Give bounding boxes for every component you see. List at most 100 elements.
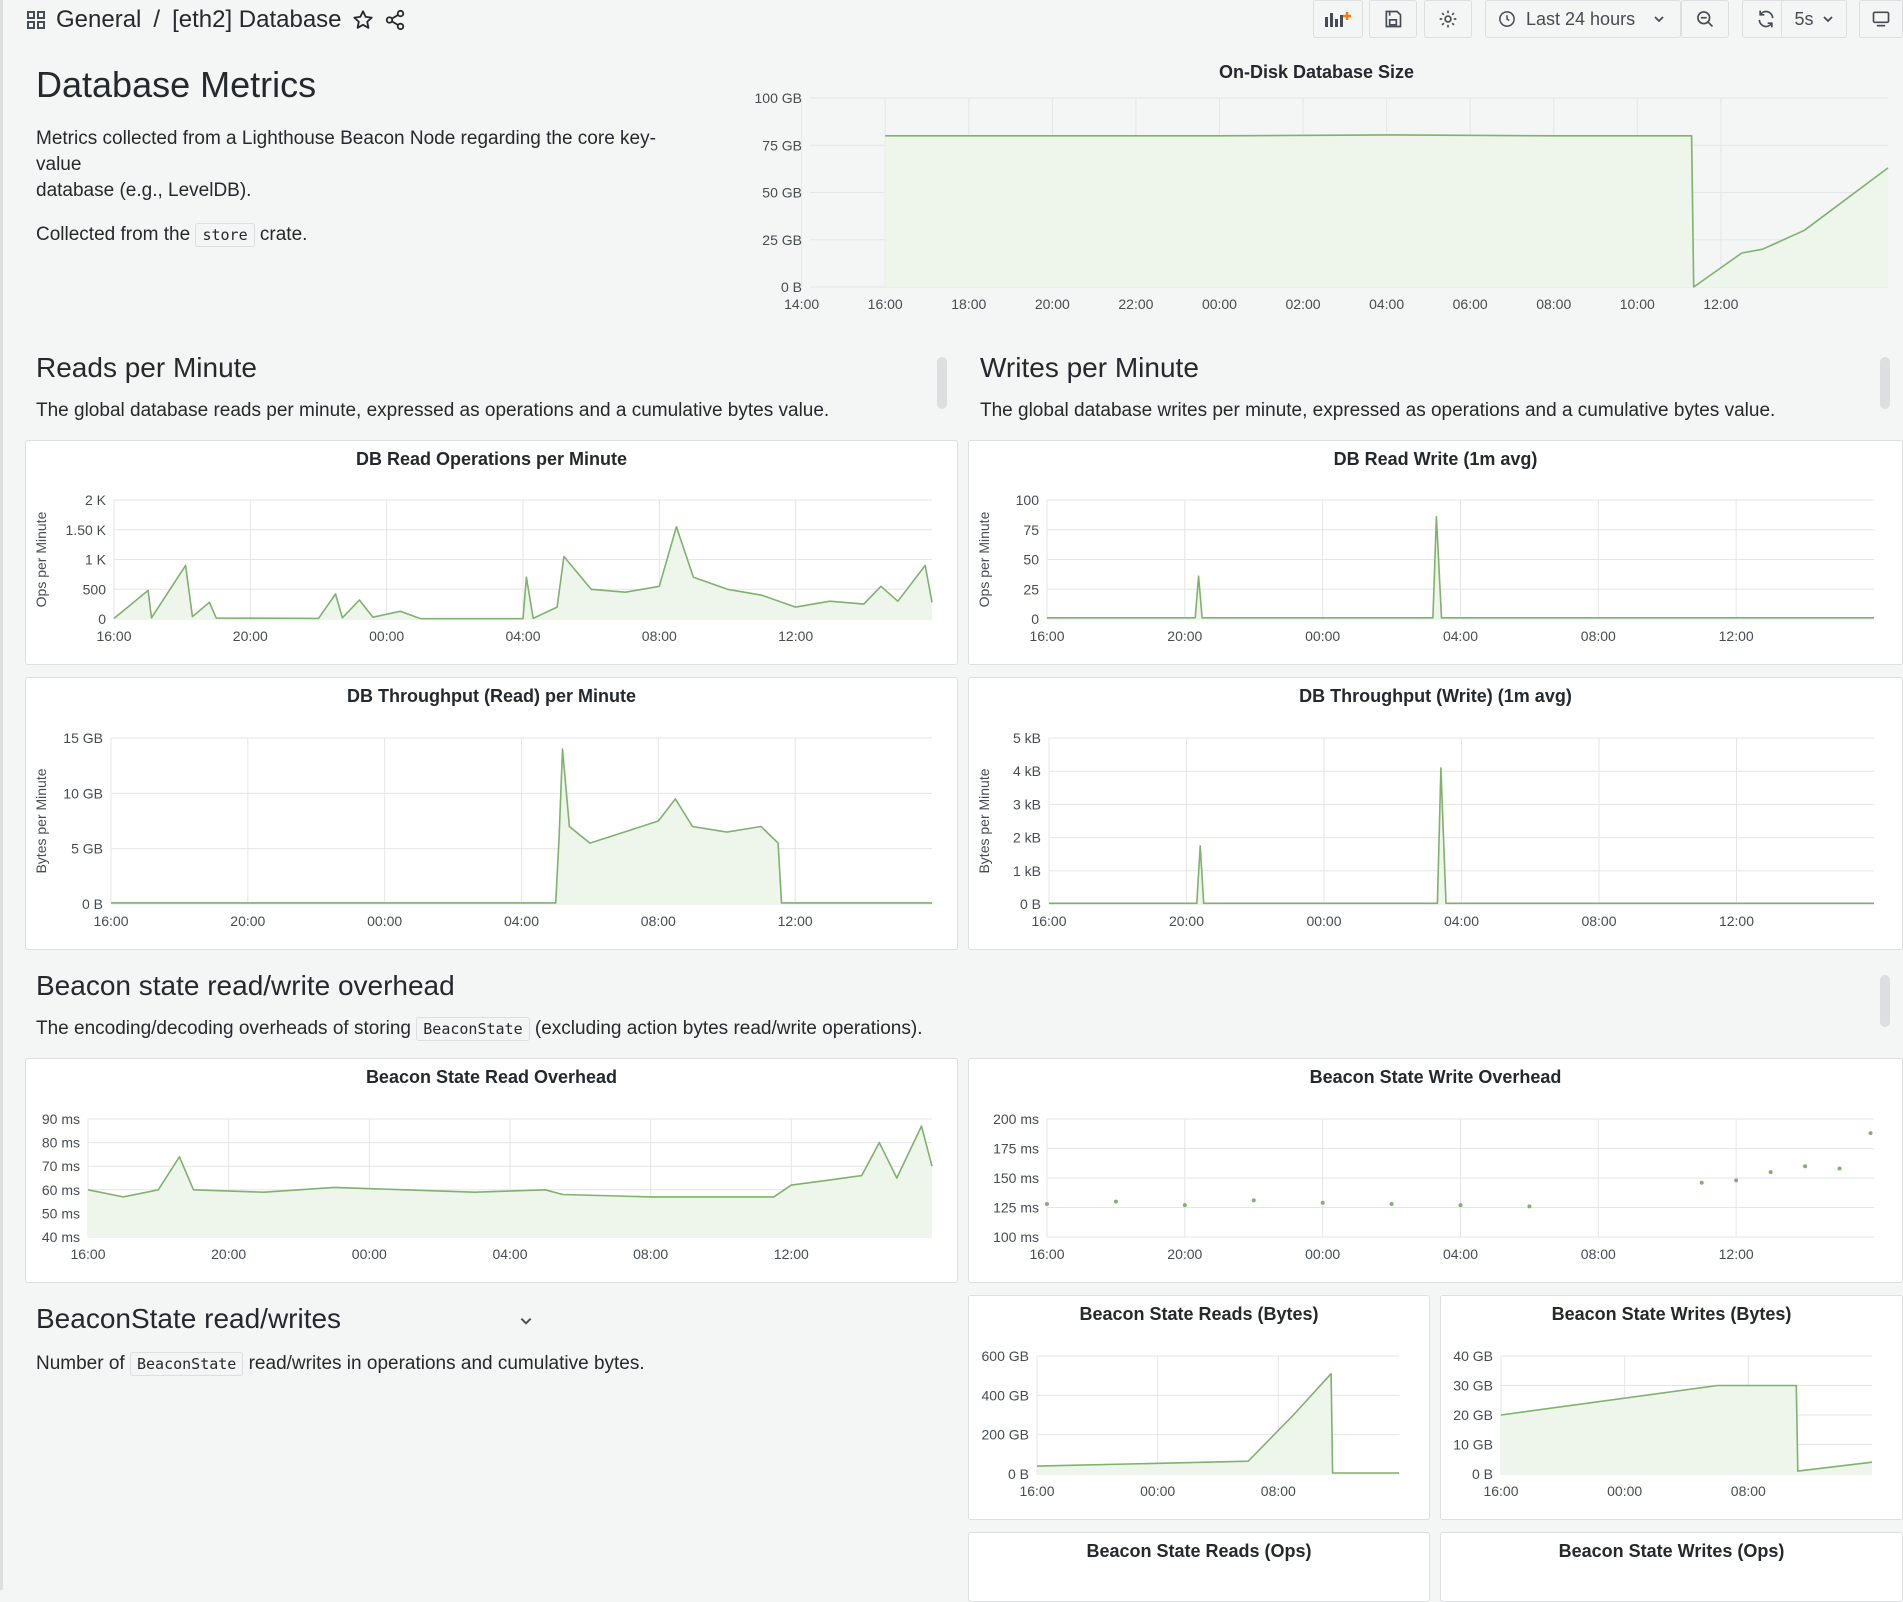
- panel-beacon-state-writes-ops[interactable]: Beacon State Writes (Ops): [1440, 1532, 1903, 1602]
- overhead-desc-post: (excluding action bytes read/write opera…: [534, 1018, 923, 1039]
- chart-svg: 40 GB 30 GB 20 GB 10 GB 0 B 00:00 08:00 16:00: [1453, 1348, 1873, 1499]
- panel-db-throughput-read[interactable]: DB Throughput (Read) per Minute 15 GB 10 …: [25, 677, 958, 950]
- add-panel-button[interactable]: [1313, 0, 1363, 38]
- panel-db-read-operations[interactable]: DB Read Operations per Minute 2 K 1.50 K 1…: [25, 440, 958, 665]
- panel-db-read-write[interactable]: DB Read Write (1m avg) 100 75 50 25 0 20:00 00…: [968, 440, 1903, 665]
- x-tick-label: 04:00: [492, 1246, 527, 1262]
- x-tick-label: 08:00: [1581, 628, 1616, 644]
- panel-on-disk-database-size[interactable]: On-Disk Database Size 100 GB 75 GB 50 GB 25…: [730, 54, 1903, 324]
- chart-svg: 5 kB 4 kB 3 kB 2 kB 1 kB 0 B 20:00 00:00 04:00 08…: [976, 730, 1874, 929]
- y-tick-label: 90 ms: [42, 1111, 80, 1127]
- tv-mode-button[interactable]: [1859, 0, 1903, 38]
- save-dashboard-button[interactable]: [1369, 0, 1417, 38]
- star-icon[interactable]: [352, 9, 374, 31]
- panel-db-throughput-write[interactable]: DB Throughput (Write) (1m avg) 5 kB 4 kB 3…: [968, 677, 1903, 950]
- intro-desc-line2: database (e.g., LevelDB).: [36, 180, 252, 201]
- x-tick-label: 08:00: [641, 913, 676, 929]
- reads-section-desc: The global database reads per minute, ex…: [36, 400, 830, 421]
- series-point: [1389, 1201, 1394, 1206]
- left-border: [0, 0, 3, 1590]
- series-line: [1036, 1372, 1399, 1474]
- clock-icon: [1498, 10, 1516, 28]
- panel-title: Beacon State Write Overhead: [1309, 1067, 1562, 1087]
- y-tick-label: 80 ms: [42, 1135, 80, 1151]
- y-tick-label: 400 GB: [982, 1387, 1029, 1403]
- zoom-out-icon: [1695, 9, 1715, 29]
- panel-beacon-state-write-overhead[interactable]: Beacon State Write Overhead 200 ms 175 ms…: [968, 1058, 1903, 1283]
- panel-beacon-state-writes-bytes[interactable]: Beacon State Writes (Bytes) 40 GB 30 GB 20…: [1440, 1295, 1903, 1520]
- x-tick-label: 14:00: [784, 296, 819, 312]
- x-tick-label: 00:00: [1607, 1483, 1642, 1499]
- overhead-section-desc: The encoding/decoding overheads of stori…: [36, 1016, 1436, 1042]
- y-tick-label: 25 GB: [762, 232, 802, 248]
- x-tick-label: 10:00: [1620, 296, 1655, 312]
- chart-svg: 2 K 1.50 K 1 K 500 0 20:00 00:00 04:00 08:00 12:0…: [33, 492, 933, 644]
- y-tick-label: 500: [83, 581, 107, 597]
- x-tick-label: 16:00: [1019, 1483, 1054, 1499]
- x-tick-label: 04:00: [505, 628, 540, 644]
- settings-button[interactable]: [1424, 0, 1472, 38]
- x-tick-label: 16:00: [96, 628, 131, 644]
- overhead-section-scrollbar[interactable]: [1880, 975, 1890, 1027]
- y-tick-label: 100 ms: [993, 1229, 1039, 1245]
- y-tick-label: 0 B: [781, 279, 802, 295]
- x-tick-label: 08:00: [1536, 296, 1571, 312]
- x-tick-label: 06:00: [1453, 296, 1488, 312]
- reads-section-scrollbar[interactable]: [937, 357, 947, 409]
- beaconstate-code: BeaconState: [129, 1352, 244, 1376]
- x-tick-label: 08:00: [642, 628, 677, 644]
- intro-collected: Collected from the store crate.: [36, 222, 696, 248]
- x-tick-label: 00:00: [1305, 1246, 1340, 1262]
- series-point: [1699, 1180, 1704, 1185]
- y-tick-label: 200 ms: [993, 1111, 1039, 1127]
- series-point: [1251, 1198, 1256, 1203]
- refresh-icon: [1756, 9, 1776, 29]
- x-tick-label: 12:00: [778, 913, 813, 929]
- y-tick-label: 50: [1023, 552, 1039, 568]
- y-axis-label: Ops per Minute: [976, 511, 992, 607]
- chevron-down-icon: [1822, 13, 1834, 25]
- y-tick-label: 0 B: [1472, 1466, 1493, 1482]
- series-line: [111, 748, 932, 904]
- x-tick-label: 04:00: [1443, 1246, 1478, 1262]
- apps-icon[interactable]: [26, 10, 46, 30]
- y-tick-label: 75 GB: [762, 137, 802, 153]
- chart-svg: 200 ms 175 ms 150 ms 125 ms 100 ms 20:00 00:00…: [993, 1111, 1874, 1262]
- writes-section-title: Writes per Minute: [980, 352, 1199, 383]
- intro-panel: Database Metrics Metrics collected from …: [36, 64, 696, 248]
- chevron-down-icon: [1653, 13, 1665, 25]
- x-tick-label: 16:00: [868, 296, 903, 312]
- panel-title: DB Read Write (1m avg): [1333, 449, 1538, 469]
- y-tick-label: 50 GB: [762, 185, 802, 201]
- save-icon: [1383, 9, 1403, 29]
- zoom-out-button[interactable]: [1681, 0, 1729, 38]
- x-tick-label: 20:00: [230, 913, 265, 929]
- x-tick-label: 16:00: [70, 1246, 105, 1262]
- y-tick-label: 75: [1023, 522, 1039, 538]
- panel-title: Beacon State Writes (Bytes): [1551, 1304, 1792, 1324]
- writes-section-desc: The global database writes per minute, e…: [980, 400, 1776, 421]
- series-point: [1458, 1203, 1463, 1208]
- panel-beacon-state-reads-ops[interactable]: Beacon State Reads (Ops): [968, 1532, 1430, 1602]
- refresh-interval-picker[interactable]: 5s: [1781, 0, 1847, 38]
- panel-beacon-state-read-overhead[interactable]: Beacon State Read Overhead 90 ms 80 ms 70 …: [25, 1058, 958, 1283]
- writes-section-scrollbar[interactable]: [1880, 357, 1890, 409]
- x-tick-label: 12:00: [1719, 913, 1754, 929]
- time-range-picker[interactable]: Last 24 hours: [1485, 0, 1681, 38]
- x-tick-label: 12:00: [1719, 628, 1754, 644]
- y-tick-label: 1 K: [85, 552, 107, 568]
- x-tick-label: 00:00: [369, 628, 404, 644]
- share-icon[interactable]: [384, 9, 406, 31]
- chart-svg: 15 GB 10 GB 5 GB 0 B 20:00 00:00 04:00 08:00 12:…: [33, 730, 932, 929]
- x-tick-label: 20:00: [233, 628, 268, 644]
- y-tick-label: 25: [1023, 581, 1039, 597]
- y-tick-label: 0: [98, 611, 106, 627]
- y-tick-label: 40 ms: [42, 1229, 80, 1245]
- chevron-down-icon[interactable]: [519, 1314, 533, 1328]
- dashboard-title[interactable]: [eth2] Database: [172, 6, 342, 33]
- panel-beacon-state-reads-bytes[interactable]: Beacon State Reads (Bytes) 600 GB 400 GB 2…: [968, 1295, 1430, 1520]
- series-point: [1768, 1170, 1773, 1175]
- breadcrumb-home[interactable]: General: [56, 6, 142, 33]
- intro-title: Database Metrics: [36, 64, 317, 105]
- y-tick-label: 15 GB: [63, 730, 103, 746]
